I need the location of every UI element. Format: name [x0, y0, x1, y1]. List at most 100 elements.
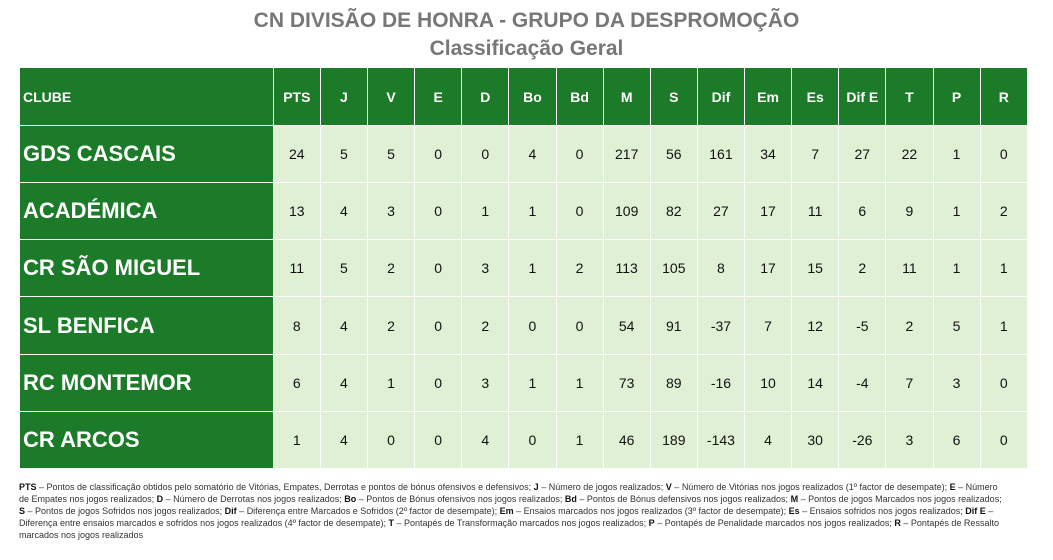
stat-cell: 34 [743, 124, 793, 184]
legend-description: Ensaios sofridos nos jogos realizados; [809, 506, 963, 516]
stat-cell: 0 [555, 296, 604, 355]
legend-key: J [533, 482, 539, 492]
column-header: Es [791, 67, 840, 126]
stat-cell: 5 [319, 239, 369, 298]
stat-cell: 10 [743, 353, 793, 412]
table-row: RC MONTEMOR 6 4 1 0 3 1 1 73 89 -16 10 14 -4 7 3 0 [19, 353, 1029, 412]
stat-cell: 0 [979, 124, 1029, 184]
legend-key: T [388, 518, 395, 528]
column-header: E [414, 67, 463, 126]
club-name: SL BENFICA [19, 296, 274, 355]
stat-cell: 105 [649, 239, 698, 298]
stat-cell: 2 [979, 182, 1029, 241]
stat-cell: 161 [696, 124, 746, 184]
stat-cell: 5 [366, 124, 416, 184]
legend-description: Pontos de Bónus ofensivos nos jogos real… [366, 494, 563, 504]
legend-description: Número de Vitórias nos jogos realizados … [681, 482, 948, 492]
stat-cell: 0 [414, 353, 463, 412]
stat-cell: 1 [932, 124, 981, 184]
club-name: RC MONTEMOR [19, 353, 274, 412]
stat-cell: 2 [366, 239, 416, 298]
legend-key: Em [499, 506, 514, 516]
legend-key: Dif E [965, 506, 986, 516]
stat-cell: 7 [743, 296, 793, 355]
stat-cell: 7 [885, 353, 934, 412]
stat-cell: 217 [602, 124, 651, 184]
legend-description: Número de Derrotas nos jogos realizados; [173, 494, 342, 504]
legend-description: Pontos de jogos Sofridos nos jogos reali… [35, 506, 223, 516]
stat-cell: 4 [461, 410, 510, 470]
stat-cell: 0 [979, 353, 1029, 412]
column-header: V [366, 67, 416, 126]
legend-key: Es [788, 506, 800, 516]
stat-cell: 0 [461, 124, 510, 184]
stat-cell: 24 [272, 124, 321, 184]
table-row: SL BENFICA 8 4 2 0 2 0 0 54 91 -37 7 12 -5 2 5 1 [19, 296, 1029, 355]
column-header: R [979, 67, 1029, 126]
stat-cell: 2 [461, 296, 510, 355]
legend-key: Bo [344, 494, 357, 504]
stat-cell: 3 [461, 239, 510, 298]
stat-cell: 1 [508, 182, 557, 241]
stat-cell: 1 [508, 239, 557, 298]
table-row: GDS CASCAIS 24 5 5 0 0 4 0 217 56 161 34 7 27 22 1 0 [19, 124, 1029, 184]
stat-cell: 4 [319, 182, 369, 241]
stat-cell: 1 [932, 239, 981, 298]
legend-description: Número de jogos realizados; [548, 482, 664, 492]
stat-cell: 1 [555, 410, 604, 470]
stat-cell: 3 [885, 410, 934, 470]
column-header: PTS [272, 67, 321, 126]
stat-cell: 17 [743, 182, 793, 241]
column-header: D [461, 67, 510, 126]
stat-cell: 15 [791, 239, 840, 298]
stat-cell: 14 [791, 353, 840, 412]
legend-key: S [19, 506, 26, 516]
stat-cell: 0 [414, 182, 463, 241]
stat-cell: 82 [649, 182, 698, 241]
stat-cell: -5 [838, 296, 887, 355]
column-header: Em [743, 67, 793, 126]
stat-cell: -26 [838, 410, 887, 470]
table-row: CR ARCOS 1 4 0 0 4 0 1 46 189 -143 4 30 -26 3 6 0 [19, 410, 1029, 470]
stat-cell: 91 [649, 296, 698, 355]
stat-cell: 1 [979, 296, 1029, 355]
legend-description: Diferença entre ensaios marcados e sofri… [19, 518, 386, 528]
stat-cell: 11 [885, 239, 934, 298]
stat-cell: 1 [461, 182, 510, 241]
stat-cell: 6 [272, 353, 321, 412]
stat-cell: 17 [743, 239, 793, 298]
stat-cell: 0 [414, 124, 463, 184]
stat-cell: 13 [272, 182, 321, 241]
legend-key: Bd [564, 494, 577, 504]
legend-key: PTS [19, 482, 37, 492]
stat-cell: 9 [885, 182, 934, 241]
stat-cell: 27 [838, 124, 887, 184]
table-row: ACADÉMICA 13 4 3 0 1 1 0 109 82 27 17 11 6 9 1 2 [19, 182, 1029, 241]
table-row: CR SÃO MIGUEL 11 5 2 0 3 1 2 113 105 8 17 15 2 11 1 1 [19, 239, 1029, 298]
stat-cell: 22 [885, 124, 934, 184]
stat-cell: 4 [508, 124, 557, 184]
stat-cell: 3 [932, 353, 981, 412]
column-header: T [885, 67, 934, 126]
stat-cell: -4 [838, 353, 887, 412]
stat-cell: 4 [319, 296, 369, 355]
legend-key: E [949, 482, 956, 492]
legend-key: M [790, 494, 799, 504]
stat-cell: 0 [414, 296, 463, 355]
page-subtitle: Classificação Geral [429, 37, 624, 60]
legend-key: D [156, 494, 164, 504]
legend-description: Pontapés de Ressalto marcados nos jogos … [19, 518, 999, 540]
stat-cell: -143 [696, 410, 746, 470]
column-header: Bd [555, 67, 604, 126]
stat-cell: 1 [979, 239, 1029, 298]
stat-cell: 3 [366, 182, 416, 241]
stat-cell: 113 [602, 239, 651, 298]
stat-cell: 5 [319, 124, 369, 184]
stat-cell: 3 [461, 353, 510, 412]
stat-cell: 189 [649, 410, 698, 470]
legend-key: R [894, 518, 901, 528]
stat-cell: 7 [791, 124, 840, 184]
stat-cell: 54 [602, 296, 651, 355]
